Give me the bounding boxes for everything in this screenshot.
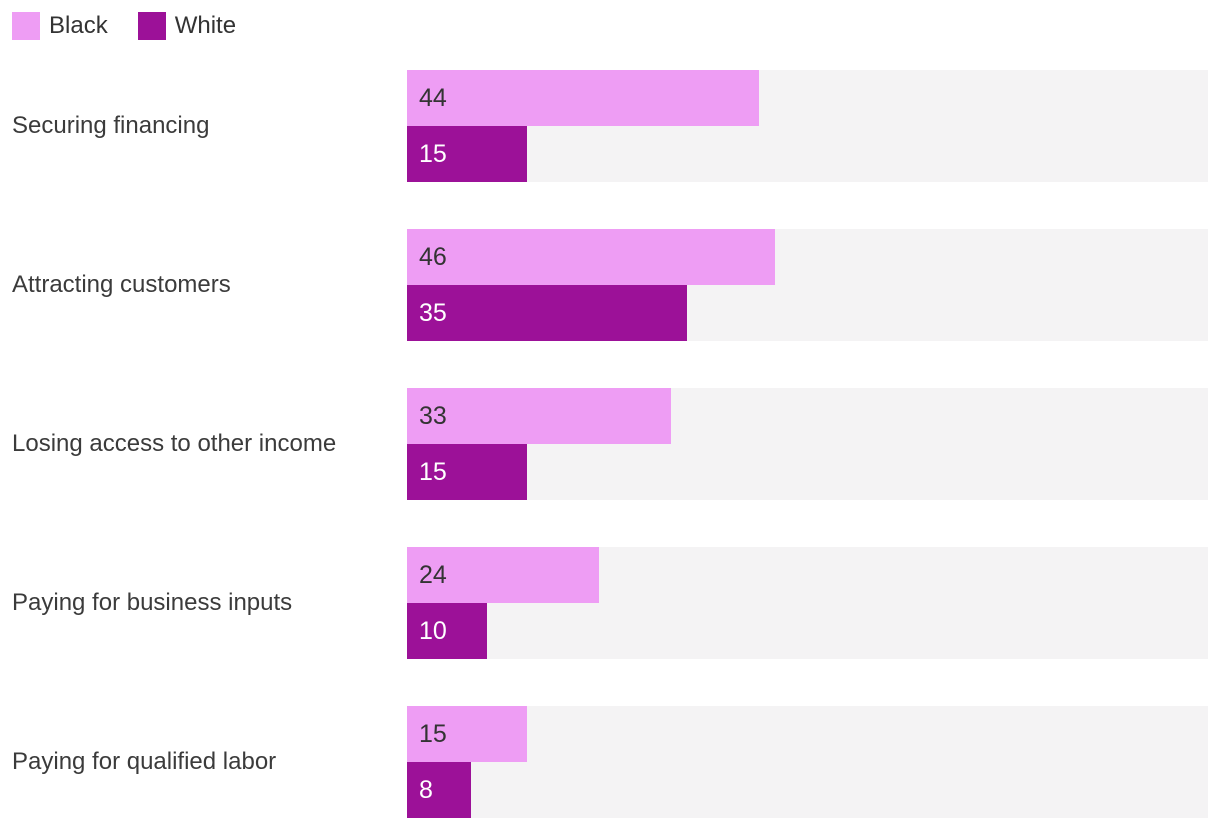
- bar-black: 46: [407, 229, 776, 285]
- bar-value-label: 44: [419, 83, 447, 112]
- bar-track: 15: [407, 126, 1208, 182]
- bar-value-label: 15: [419, 139, 447, 168]
- bar-white: 10: [407, 603, 488, 659]
- bar-white: 15: [407, 444, 528, 500]
- bar-group: 33 15: [407, 388, 1208, 500]
- bar-value-label: 10: [419, 616, 447, 645]
- chart-row: Attracting customers 46 35: [12, 229, 1208, 341]
- bar-value-label: 15: [419, 719, 447, 748]
- bar-track: 33: [407, 388, 1208, 444]
- category-label: Attracting customers: [12, 271, 231, 298]
- bar-value-label: 33: [419, 401, 447, 430]
- bar-track: 15: [407, 706, 1208, 762]
- bar-track: 15: [407, 444, 1208, 500]
- chart-row: Paying for qualified labor 15 8: [12, 706, 1208, 818]
- bar-track: 24: [407, 547, 1208, 603]
- bar-black: 33: [407, 388, 672, 444]
- bar-value-label: 46: [419, 242, 447, 271]
- bar-white: 15: [407, 126, 528, 182]
- category-label: Losing access to other income: [12, 430, 337, 457]
- legend-swatch-black-icon: [12, 12, 40, 40]
- chart-row: Securing financing 44 15: [12, 70, 1208, 182]
- bar-track: 8: [407, 762, 1208, 818]
- bar-track: 10: [407, 603, 1208, 659]
- bar-group: 24 10: [407, 547, 1208, 659]
- bar-group: 44 15: [407, 70, 1208, 182]
- bar-group: 15 8: [407, 706, 1208, 818]
- legend: Black White: [12, 12, 1208, 40]
- chart-row: Losing access to other income 33 15: [12, 388, 1208, 500]
- legend-label-white: White: [174, 12, 237, 39]
- category-label: Securing financing: [12, 112, 210, 139]
- legend-label-black: Black: [49, 12, 108, 39]
- bar-value-label: 24: [419, 560, 447, 589]
- bar-black: 15: [407, 706, 528, 762]
- category-label: Paying for business inputs: [12, 589, 293, 616]
- bar-white: 8: [407, 762, 472, 818]
- legend-swatch-white-icon: [137, 12, 166, 40]
- chart-row: Paying for business inputs 24 10: [12, 547, 1208, 659]
- chart-rows: Securing financing 44 15 Attracting custome…: [12, 70, 1208, 818]
- bar-black: 44: [407, 70, 760, 126]
- bar-value-label: 8: [419, 775, 433, 804]
- bar-value-label: 15: [419, 457, 447, 486]
- bar-black: 24: [407, 547, 600, 603]
- bar-group: 46 35: [407, 229, 1208, 341]
- legend-item-white: White: [137, 12, 237, 40]
- bar-track: 46: [407, 229, 1208, 285]
- category-label: Paying for qualified labor: [12, 748, 277, 775]
- bar-track: 44: [407, 70, 1208, 126]
- bar-track: 35: [407, 285, 1208, 341]
- bar-white: 35: [407, 285, 688, 341]
- bar-value-label: 35: [419, 298, 447, 327]
- legend-item-black: Black: [12, 12, 108, 40]
